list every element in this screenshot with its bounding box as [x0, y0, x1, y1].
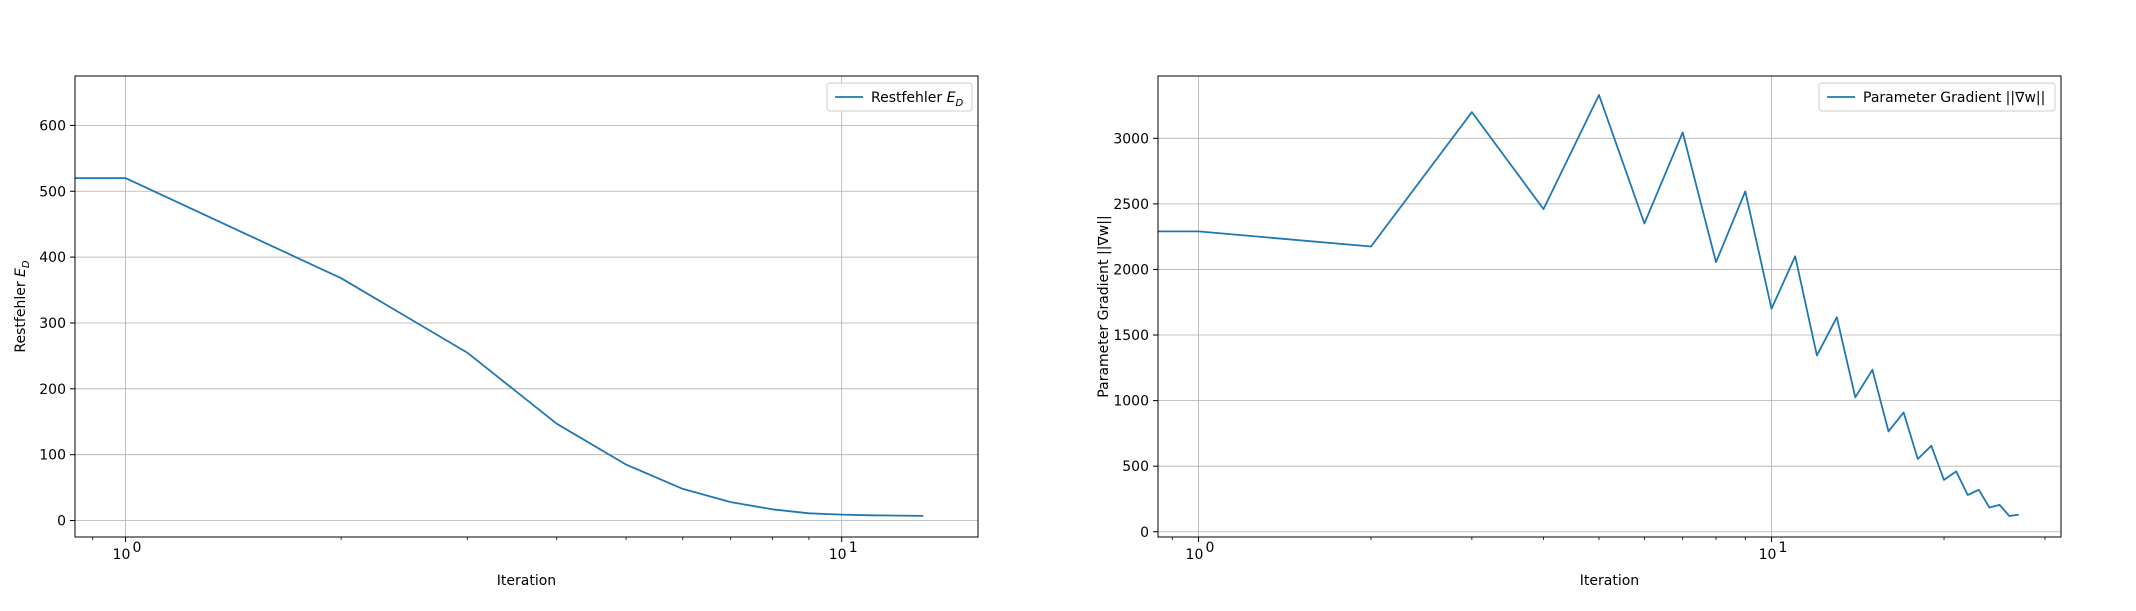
- y-tick-label: 600: [39, 118, 66, 134]
- x-tick-label: 10: [829, 547, 847, 563]
- y-tick-label: 500: [1122, 459, 1149, 475]
- x-tick-label: 10: [1186, 547, 1204, 563]
- x-tick-label: 10: [1759, 547, 1777, 563]
- y-axis-label: Restfehler ED: [13, 260, 32, 352]
- y-tick-label: 2000: [1113, 262, 1149, 278]
- x-tick-exponent: 1: [1779, 540, 1788, 556]
- y-tick-label: 100: [39, 448, 66, 464]
- y-tick-label: 0: [1140, 525, 1149, 541]
- y-tick-label: 0: [57, 514, 66, 530]
- y-tick-label: 500: [39, 184, 66, 200]
- y-tick-label: 2500: [1113, 197, 1149, 213]
- axes-frame: [1157, 75, 2062, 538]
- legend-box: [1818, 82, 2056, 112]
- y-tick-label: 200: [39, 382, 66, 398]
- y-tick-label: 300: [39, 316, 66, 332]
- y-tick-label: 1000: [1113, 394, 1149, 410]
- legend: Parameter Gradient ||∇w||: [1818, 82, 2056, 112]
- y-tick-label: 400: [39, 250, 66, 266]
- legend-box: [826, 82, 973, 112]
- x-axis-label: Iteration: [497, 573, 556, 589]
- legend-label: Restfehler ED: [871, 90, 963, 109]
- series-line: [75, 177, 924, 517]
- legend: Restfehler ED: [826, 82, 973, 112]
- legend-label: Parameter Gradient ||∇w||: [1863, 90, 2045, 106]
- x-tick-label: 10: [113, 547, 131, 563]
- y-tick-label: 3000: [1113, 131, 1149, 147]
- series-line: [1158, 94, 2019, 517]
- y-axis-label: Parameter Gradient ||∇w||: [1096, 215, 1112, 397]
- axes-frame: [74, 75, 979, 538]
- x-tick-exponent: 1: [849, 540, 858, 556]
- x-axis-label: Iteration: [1580, 573, 1639, 589]
- x-tick-exponent: 0: [133, 540, 142, 556]
- x-tick-exponent: 0: [1205, 540, 1214, 556]
- y-tick-label: 1500: [1113, 328, 1149, 344]
